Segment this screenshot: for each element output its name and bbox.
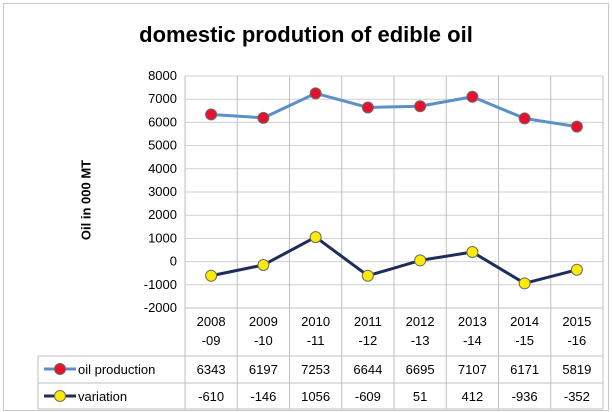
- x-tick-label: 2013: [458, 314, 487, 329]
- y-tick-label: -2000: [144, 300, 177, 315]
- data-point: [518, 277, 531, 290]
- x-tick-label: 2014: [510, 314, 539, 329]
- y-tick-label: 1000: [148, 230, 177, 245]
- y-tick-label: 8000: [148, 68, 177, 83]
- x-tick-label: 2009: [249, 314, 278, 329]
- data-label: 1056: [301, 389, 330, 404]
- data-label: 6171: [510, 362, 539, 377]
- data-point: [466, 90, 479, 103]
- data-point: [205, 108, 218, 121]
- x-tick-label: -11: [307, 333, 325, 348]
- data-label: 6343: [197, 362, 226, 377]
- x-tick-label: 2008: [197, 314, 226, 329]
- data-point: [205, 269, 218, 282]
- data-label: 6197: [249, 362, 278, 377]
- data-point: [257, 111, 270, 124]
- x-tick-label: -09: [202, 333, 221, 348]
- data-point: [257, 258, 270, 271]
- chart-frame: [3, 3, 609, 411]
- chart-title: domestic prodution of edible oil: [139, 22, 473, 47]
- legend-key-marker: [54, 390, 66, 402]
- legend-series-name: oil production: [78, 362, 155, 377]
- y-tick-label: 0: [170, 254, 177, 269]
- data-point: [570, 120, 583, 133]
- x-tick-label: -12: [358, 333, 377, 348]
- data-label: -610: [198, 389, 224, 404]
- data-label: 6695: [406, 362, 435, 377]
- series-line-1: [209, 235, 579, 285]
- data-point: [309, 231, 322, 244]
- data-point: [361, 101, 374, 114]
- data-label: -352: [564, 389, 590, 404]
- data-point: [309, 87, 322, 100]
- x-tick-label: 2011: [354, 314, 382, 329]
- data-label: 7253: [301, 362, 330, 377]
- data-point: [414, 100, 427, 113]
- y-tick-label: 4000: [148, 161, 177, 176]
- x-tick-label: -15: [515, 333, 534, 348]
- data-point: [570, 263, 583, 276]
- data-label: 412: [462, 389, 484, 404]
- legend-key-marker: [54, 363, 66, 375]
- data-point: [414, 254, 427, 267]
- data-point: [518, 112, 531, 125]
- legend-series-name: variation: [78, 389, 127, 404]
- y-tick-label: -1000: [144, 277, 177, 292]
- data-label: 6644: [353, 362, 382, 377]
- data-point: [466, 246, 479, 259]
- data-label: 5819: [562, 362, 591, 377]
- x-tick-label: -16: [567, 333, 586, 348]
- x-tick-label: -10: [254, 333, 273, 348]
- series-line-0: [209, 91, 579, 129]
- x-tick-label: 2012: [406, 314, 435, 329]
- y-tick-label: 6000: [148, 114, 177, 129]
- y-tick-label: 7000: [148, 91, 177, 106]
- x-tick-label: -14: [463, 333, 482, 348]
- x-tick-label: -13: [411, 333, 430, 348]
- y-tick-label: 3000: [148, 184, 177, 199]
- data-label: -146: [250, 389, 276, 404]
- x-tick-label: 2015: [562, 314, 591, 329]
- y-tick-label: 2000: [148, 207, 177, 222]
- y-tick-label: 5000: [148, 138, 177, 153]
- data-label: -609: [355, 389, 381, 404]
- data-label: 7107: [458, 362, 487, 377]
- data-label: -936: [512, 389, 538, 404]
- data-label: 51: [413, 389, 427, 404]
- x-tick-label: 2010: [301, 314, 330, 329]
- data-point: [361, 269, 374, 282]
